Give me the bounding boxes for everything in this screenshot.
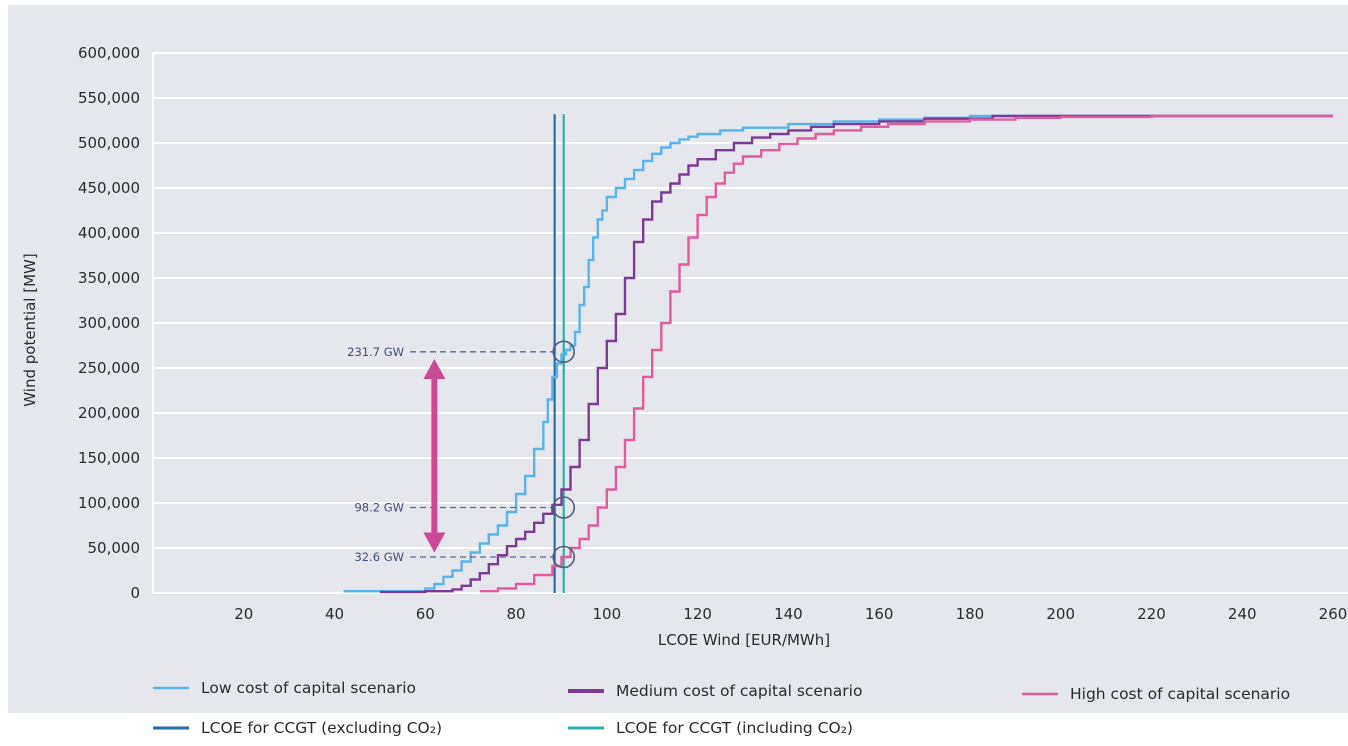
y-tick-label: 100,000 <box>78 494 140 512</box>
y-tick-label: 350,000 <box>78 269 140 287</box>
x-tick-label: 120 <box>683 605 712 623</box>
y-tick-label: 200,000 <box>78 404 140 422</box>
y-tick-label: 50,000 <box>88 539 141 557</box>
x-tick-label: 160 <box>865 605 894 623</box>
legend-label: Low cost of capital scenario <box>201 679 416 697</box>
legend-label: High cost of capital scenario <box>1070 685 1290 703</box>
x-tick-label: 80 <box>507 605 526 623</box>
x-tick-label: 140 <box>774 605 803 623</box>
x-tick-label: 240 <box>1228 605 1257 623</box>
y-tick-label: 400,000 <box>78 224 140 242</box>
x-tick-label: 220 <box>1137 605 1166 623</box>
annotation-label: 98.2 GW <box>354 501 404 515</box>
y-tick-label: 250,000 <box>78 359 140 377</box>
x-tick-label: 260 <box>1319 605 1348 623</box>
x-tick-label: 60 <box>416 605 435 623</box>
annotation-label: 32.6 GW <box>354 550 404 564</box>
x-axis-title: LCOE Wind [EUR/MWh] <box>658 631 830 649</box>
y-tick-label: 450,000 <box>78 179 140 197</box>
legend-label: LCOE for CCGT (excluding CO₂) <box>201 719 442 737</box>
x-tick-label: 100 <box>593 605 622 623</box>
x-tick-label: 20 <box>234 605 253 623</box>
y-tick-label: 600,000 <box>78 44 140 62</box>
y-axis-title: Wind potential [MW] <box>21 253 39 406</box>
y-tick-label: 0 <box>130 584 140 602</box>
legend-label: LCOE for CCGT (including CO₂) <box>616 719 853 737</box>
y-tick-label: 500,000 <box>78 134 140 152</box>
legend-label: Medium cost of capital scenario <box>616 682 862 700</box>
x-tick-label: 180 <box>956 605 985 623</box>
annotation-label: 231.7 GW <box>347 345 404 359</box>
y-tick-label: 150,000 <box>78 449 140 467</box>
x-tick-label: 40 <box>325 605 344 623</box>
y-tick-label: 300,000 <box>78 314 140 332</box>
y-tick-label: 550,000 <box>78 89 140 107</box>
x-tick-label: 200 <box>1046 605 1075 623</box>
